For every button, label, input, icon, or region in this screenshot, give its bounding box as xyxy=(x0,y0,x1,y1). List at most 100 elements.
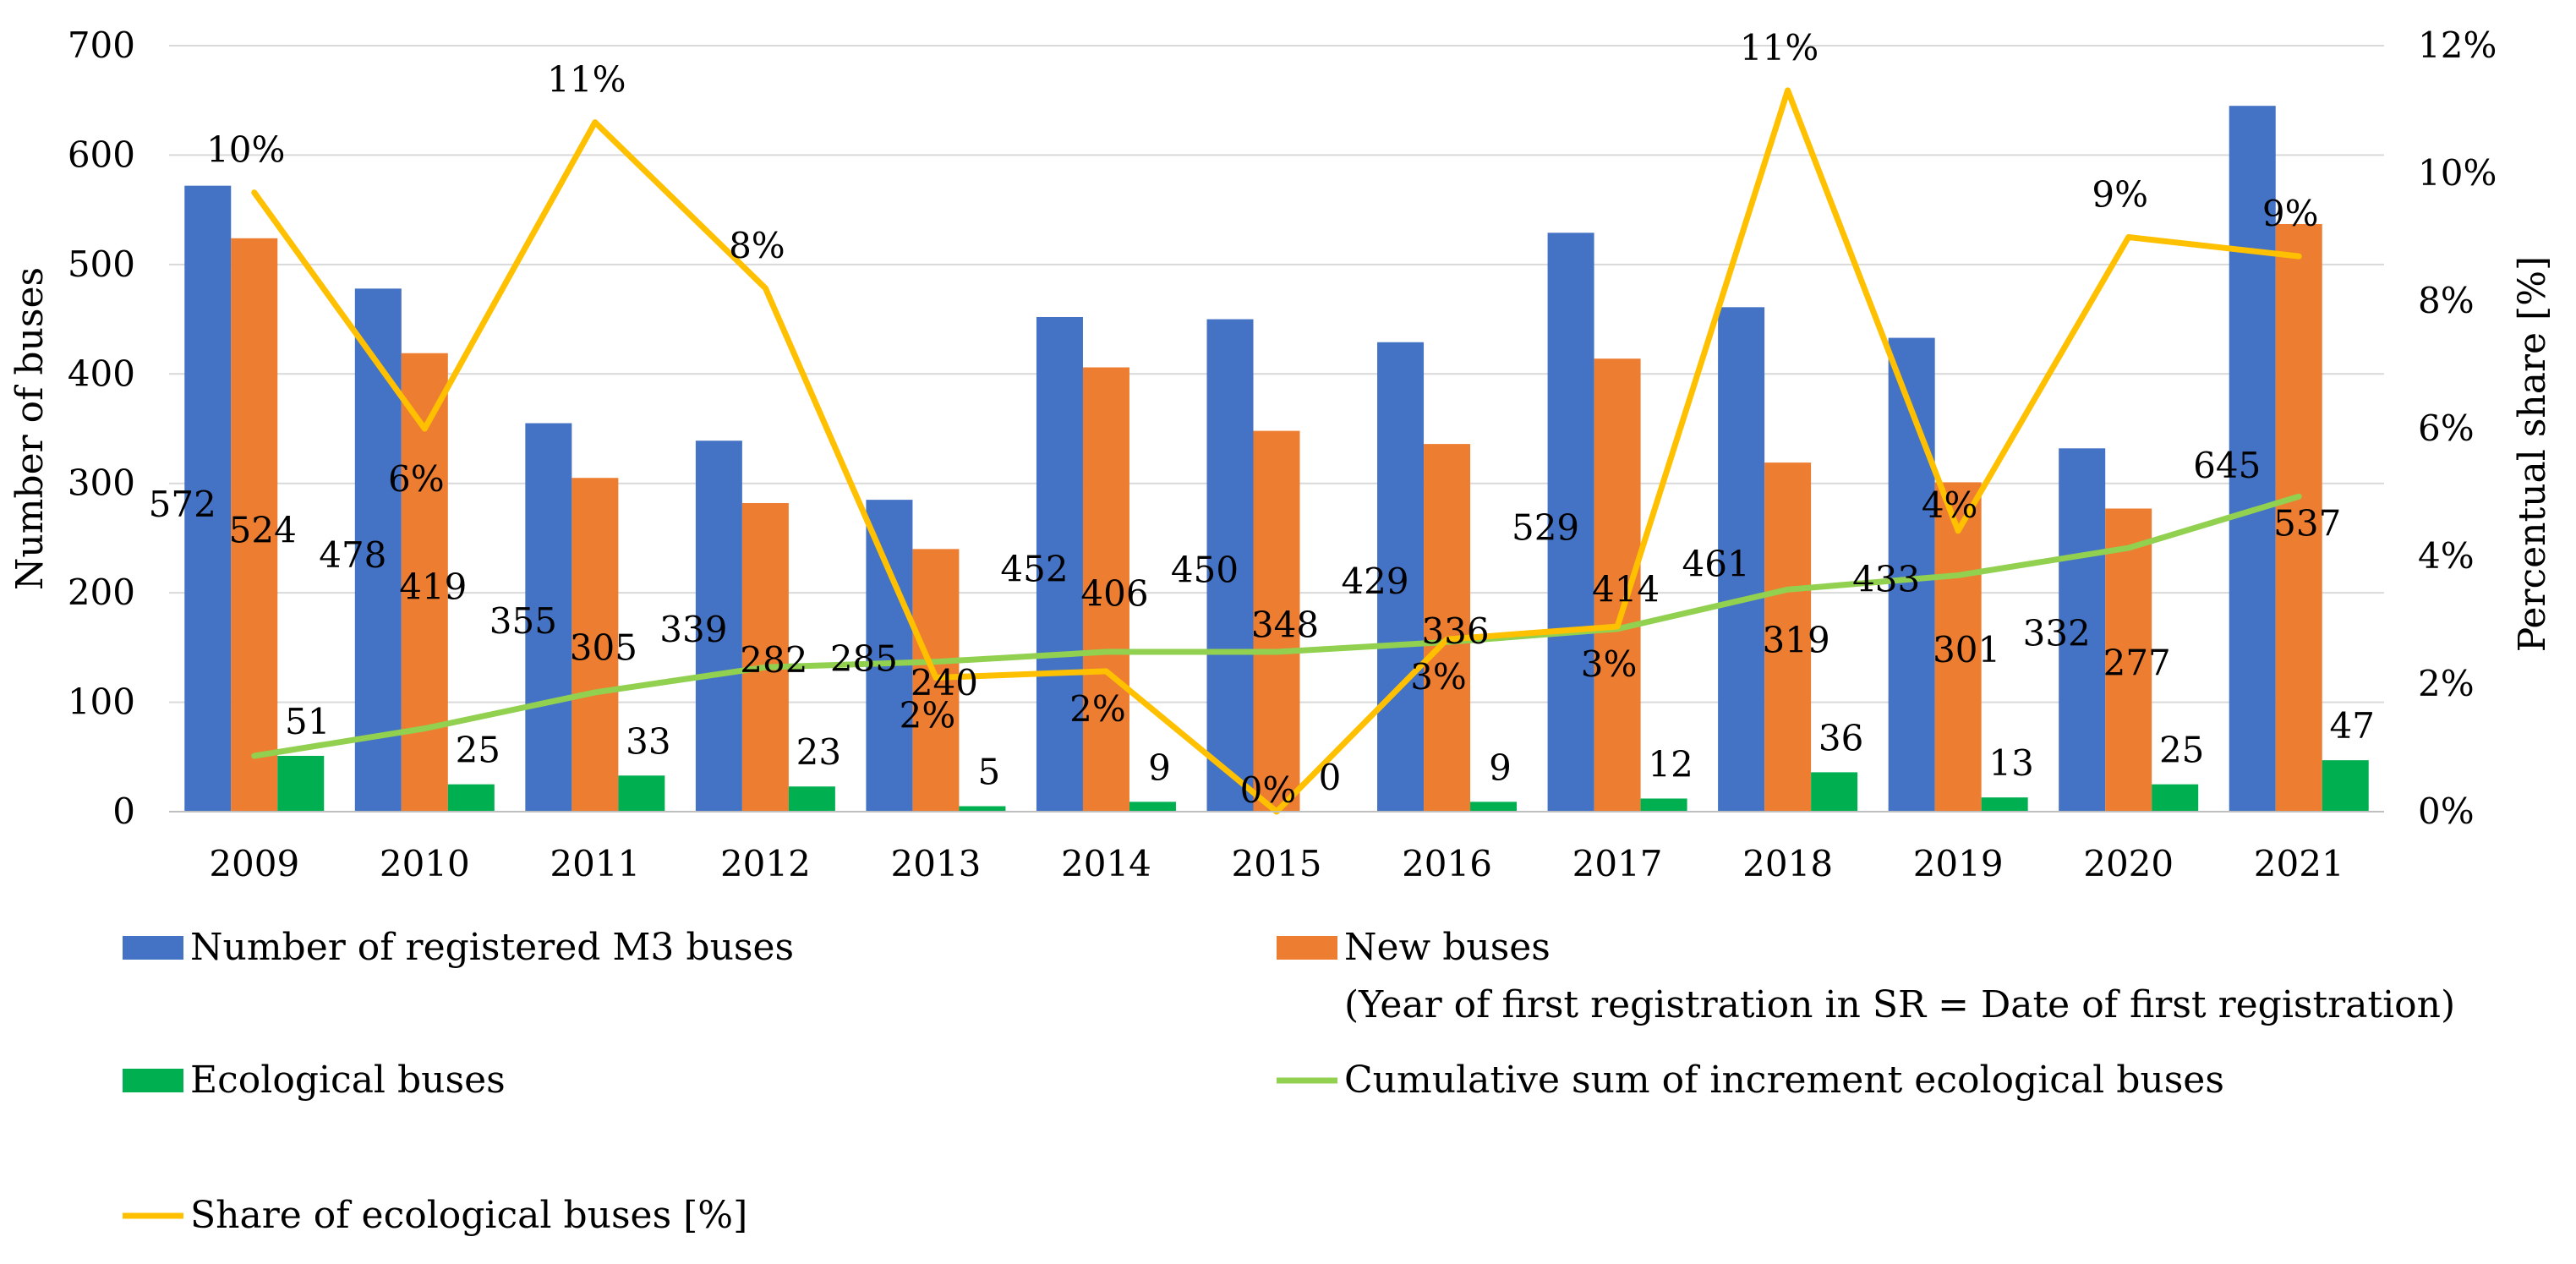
y-tick-label: 400 xyxy=(68,353,135,394)
bar xyxy=(1547,233,1594,812)
data-label: 12 xyxy=(1648,743,1693,785)
bar xyxy=(959,806,1006,812)
data-label: 461 xyxy=(1682,544,1750,585)
data-label: 8% xyxy=(729,225,785,266)
y2-tick-label: 10% xyxy=(2418,152,2497,194)
y2-tick-label: 8% xyxy=(2418,280,2475,321)
y-tick-label: 600 xyxy=(68,134,135,175)
data-label: 433 xyxy=(1852,558,1920,599)
data-label: 36 xyxy=(1819,717,1863,758)
legend: Number of registered M3 buses New buses (Y… xyxy=(123,926,2455,1237)
data-label: 47 xyxy=(2330,705,2375,747)
x-tick-label: 2009 xyxy=(209,843,299,884)
x-tick-label: 2015 xyxy=(1232,843,1322,884)
bar xyxy=(618,775,665,812)
data-label: 524 xyxy=(229,510,297,551)
bar xyxy=(525,423,572,812)
series-line xyxy=(251,493,2302,759)
y2-axis-title: Percentual share [%] xyxy=(2511,256,2554,652)
data-label: 319 xyxy=(1763,620,1830,661)
data-label: 285 xyxy=(830,637,898,679)
data-label: 2% xyxy=(1069,688,1126,730)
y2-tick-label: 4% xyxy=(2418,535,2475,577)
bar xyxy=(1811,772,1858,812)
y-axis-title: Number of buses xyxy=(8,267,52,590)
data-label: 25 xyxy=(2159,730,2204,771)
data-label: 5 xyxy=(978,752,1001,793)
legend-label: Cumulative sum of increment ecological b… xyxy=(1344,1059,2224,1102)
y-tick-label: 100 xyxy=(68,681,135,723)
bar xyxy=(1253,430,1300,812)
bar xyxy=(2322,760,2369,812)
x-tick-label: 2016 xyxy=(1402,843,1492,884)
x-tick-label: 2017 xyxy=(1572,843,1663,884)
data-label: 9% xyxy=(2092,174,2148,216)
y2-tick-label: 12% xyxy=(2418,25,2497,66)
data-label: 529 xyxy=(1512,507,1579,549)
y-tick-label: 300 xyxy=(68,462,135,504)
bar xyxy=(2059,448,2106,812)
x-tick-label: 2013 xyxy=(890,843,981,884)
data-label: 301 xyxy=(1933,629,2000,670)
bar xyxy=(277,755,325,812)
data-label: 277 xyxy=(2103,642,2171,683)
data-label: 2% xyxy=(900,694,956,736)
data-label: 51 xyxy=(285,701,330,742)
y-tick-label: 0 xyxy=(112,791,135,832)
x-tick-label: 2018 xyxy=(1742,843,1833,884)
bar xyxy=(1764,462,1812,812)
x-tick-label: 2010 xyxy=(380,843,470,884)
bar xyxy=(1981,797,2028,812)
bar xyxy=(741,503,789,812)
data-label: 10% xyxy=(206,129,285,171)
x-tick-label: 2012 xyxy=(720,843,811,884)
y2-tick-label: 6% xyxy=(2418,408,2475,449)
y2-tick-label: 0% xyxy=(2418,791,2475,832)
data-label: 572 xyxy=(149,484,216,525)
data-label: 9 xyxy=(1148,747,1171,788)
bar xyxy=(1424,444,1471,812)
bar xyxy=(1036,316,1083,812)
data-label: 452 xyxy=(1000,548,1068,589)
bar xyxy=(1377,342,1425,812)
legend-label: New buses xyxy=(1344,926,1551,969)
bar xyxy=(1082,367,1129,812)
data-label: 355 xyxy=(489,600,557,642)
data-label: 348 xyxy=(1251,604,1319,645)
bar xyxy=(1934,482,1982,812)
data-label: 4% xyxy=(1922,484,1978,526)
data-label: 339 xyxy=(659,609,727,650)
bar xyxy=(447,784,495,812)
bar xyxy=(231,238,278,812)
legend-item: Number of registered M3 buses xyxy=(123,926,794,969)
bar xyxy=(2152,784,2199,812)
data-label: 414 xyxy=(1592,568,1660,610)
bar xyxy=(788,786,835,812)
x-tick-label: 2014 xyxy=(1061,843,1151,884)
legend-item: Share of ecological buses [%] xyxy=(123,1194,747,1237)
data-label: 0 xyxy=(1319,757,1342,798)
data-label: 332 xyxy=(2023,612,2091,654)
y-tick-label: 700 xyxy=(68,25,135,66)
legend-item: New buses (Year of first registration in … xyxy=(1277,926,2455,1026)
x-tick-label: 2019 xyxy=(1913,843,2004,884)
data-label: 537 xyxy=(2273,502,2341,544)
y-tick-label: 200 xyxy=(68,572,135,613)
legend-item: Cumulative sum of increment ecological b… xyxy=(1277,1059,2224,1102)
bars xyxy=(184,106,2369,813)
legend-swatch xyxy=(1277,936,1337,960)
bar xyxy=(1129,802,1176,812)
data-label: 645 xyxy=(2193,445,2261,486)
legend-label: (Year of first registration in SR = Date… xyxy=(1344,983,2455,1026)
x-tick-label: 2020 xyxy=(2083,843,2174,884)
legend-label: Share of ecological buses [%] xyxy=(190,1194,747,1237)
data-label: 450 xyxy=(1171,550,1239,591)
data-label: 282 xyxy=(740,639,807,681)
legend-item: Ecological buses xyxy=(123,1059,506,1102)
legend-label: Ecological buses xyxy=(190,1059,506,1102)
data-label: 33 xyxy=(626,720,670,762)
data-label: 305 xyxy=(570,627,637,669)
axes: 0 100 200 300 400 500 600 700 0% 2% 4% 6% 8% 10% 12% 20… xyxy=(8,25,2554,884)
